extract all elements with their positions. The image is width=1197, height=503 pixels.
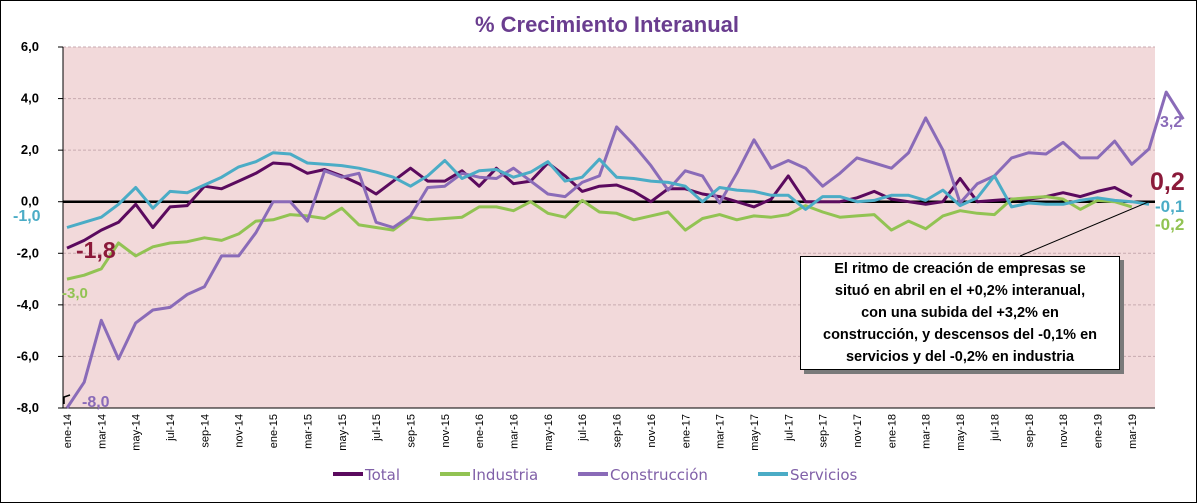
- annotation-label: -1,8: [76, 237, 116, 263]
- y-tick-label: -4,0: [17, 297, 39, 312]
- series-line-industria: [66, 195, 1133, 281]
- x-tick-label: ene-14: [62, 414, 74, 448]
- x-tick-label: jul-14: [165, 414, 177, 442]
- legend-label: Total: [364, 466, 400, 484]
- annotation-label: 3,2: [1160, 114, 1182, 131]
- y-tick-label: -2,0: [17, 245, 39, 260]
- callout-box: El ritmo de creación de empresas se situ…: [800, 256, 1120, 370]
- x-tick-label: ene-19: [1092, 414, 1104, 448]
- y-tick-label: -8,0: [17, 400, 39, 415]
- x-tick-label: may-18: [955, 414, 967, 451]
- y-tick-label: 2,0: [21, 142, 39, 157]
- x-tick-label: jul-17: [783, 414, 795, 442]
- x-tick-label: ene-17: [680, 414, 692, 448]
- x-tick-label: ene-16: [474, 414, 486, 448]
- x-tick-label: ene-18: [886, 414, 898, 448]
- x-tick-label: mar-17: [715, 414, 727, 449]
- annotation-arrow: [63, 394, 71, 404]
- x-tick-label: ene-15: [268, 414, 280, 448]
- x-tick-label: sep-16: [612, 414, 624, 448]
- x-tick-label: jul-15: [371, 414, 383, 442]
- x-tick-label: sep-18: [1024, 414, 1036, 448]
- legend-label: Industria: [472, 466, 538, 484]
- x-tick-label: nov-17: [852, 414, 864, 448]
- x-tick-label: may-17: [749, 414, 761, 451]
- chart-title: % Crecimiento Interanual: [475, 12, 739, 37]
- series-lines: [65, 90, 1185, 409]
- annotation-label: 0,2: [1150, 168, 1185, 196]
- series-line-construcción: [65, 90, 1185, 409]
- zero-axis: [62, 47, 1155, 409]
- x-tick-label: may-15: [337, 414, 349, 451]
- x-tick-label: mar-15: [302, 414, 314, 449]
- x-tick-label: mar-16: [509, 414, 521, 449]
- y-axis-ticks: 6,0 4,0 2,0 0,0 -2,0 -4,0 -6,0 -8,0: [17, 39, 63, 415]
- series-line-servicios: [66, 151, 1150, 229]
- x-tick-label: sep-15: [405, 414, 417, 448]
- y-tick-label: 6,0: [21, 39, 39, 54]
- annotation-label: -0,2: [1155, 215, 1184, 234]
- annotations: -1,8 -3,0 -1,0 -8,0 3,2 0,2-0,1-0,2: [13, 114, 1185, 411]
- x-tick-label: nov-18: [1058, 414, 1070, 448]
- annotation-label: -3,0: [62, 285, 88, 302]
- x-tick-label: jul-16: [577, 414, 589, 442]
- x-tick-label: jul-18: [989, 414, 1001, 442]
- annotation-label: -8,0: [82, 394, 110, 411]
- x-tick-label: sep-17: [818, 414, 830, 448]
- x-tick-label: sep-14: [199, 414, 211, 448]
- x-tick-label: mar-19: [1127, 414, 1139, 449]
- legend-label: Construcción: [610, 466, 708, 484]
- x-tick-label: mar-14: [96, 414, 108, 449]
- y-tick-label: 0,0: [21, 194, 39, 209]
- x-tick-label: mar-18: [921, 414, 933, 449]
- callout-pointer: [1019, 201, 1150, 257]
- legend: Total Industria Construcción Servicios: [333, 466, 858, 484]
- legend-label: Servicios: [790, 466, 858, 484]
- x-tick-label: may-14: [131, 414, 143, 451]
- y-tick-label: 4,0: [21, 91, 39, 106]
- x-tick-label: nov-16: [646, 414, 658, 448]
- annotation-label: -0,1: [1155, 197, 1184, 216]
- x-tick-label: nov-15: [440, 414, 452, 448]
- x-tick-label: nov-14: [234, 414, 246, 448]
- x-axis-ticks: ene-14 mar-14 may-14 jul-14 sep-14 nov-14 ene-…: [62, 414, 1139, 451]
- annotation-label: -1,0: [13, 208, 41, 225]
- callout-text: El ritmo de creación de empresas se situ…: [823, 261, 1097, 365]
- y-tick-label: -6,0: [17, 348, 39, 363]
- x-tick-label: may-16: [543, 414, 555, 451]
